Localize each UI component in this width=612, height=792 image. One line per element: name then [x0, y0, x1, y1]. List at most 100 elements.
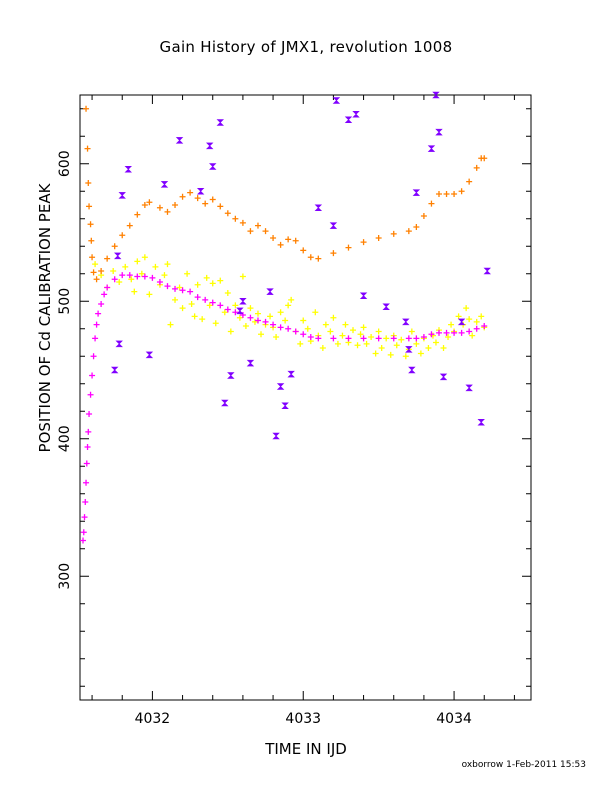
- data-point: [427, 145, 436, 152]
- data-point: [455, 313, 462, 320]
- data-point: [88, 237, 95, 244]
- data-point: [451, 191, 458, 197]
- data-point: [332, 97, 341, 104]
- data-point: [217, 277, 224, 284]
- data-point: [247, 305, 254, 312]
- data-point: [145, 351, 154, 359]
- data-point: [408, 328, 415, 335]
- data-point: [224, 306, 231, 313]
- data-point: [119, 232, 126, 239]
- data-point: [156, 204, 163, 211]
- data-point: [164, 261, 171, 268]
- data-point: [209, 196, 216, 203]
- data-point: [344, 116, 353, 124]
- data-point: [285, 302, 292, 309]
- data-point: [179, 305, 186, 312]
- data-point: [203, 274, 210, 281]
- data-point: [330, 335, 337, 342]
- data-point: [420, 213, 427, 219]
- data-point: [432, 91, 440, 99]
- data-point: [247, 228, 254, 235]
- data-point: [134, 211, 141, 218]
- data-point: [81, 514, 88, 521]
- data-point: [116, 279, 123, 285]
- data-point: [383, 335, 390, 342]
- data-point: [285, 236, 292, 243]
- data-point: [300, 317, 307, 324]
- data-point: [172, 202, 179, 208]
- data-point: [359, 292, 368, 300]
- data-point: [98, 301, 105, 307]
- data-point: [413, 335, 420, 342]
- data-point: [111, 243, 118, 250]
- data-point: [85, 428, 92, 435]
- data-point: [146, 291, 153, 298]
- data-point: [405, 335, 412, 342]
- data-point: [312, 309, 319, 316]
- data-point: [209, 299, 216, 306]
- data-point: [227, 372, 235, 379]
- data-point: [87, 221, 94, 228]
- data-point: [251, 318, 258, 325]
- data-point: [209, 163, 217, 170]
- data-point: [382, 303, 390, 311]
- data-point: [90, 353, 97, 360]
- data-point: [300, 331, 307, 338]
- data-point: [187, 189, 194, 196]
- data-point: [368, 334, 375, 340]
- data-point: [425, 345, 432, 351]
- data-point: [146, 199, 153, 206]
- x-tick-label: 4032: [135, 711, 171, 727]
- data-point: [342, 321, 349, 328]
- y-tick-label: 400: [57, 425, 73, 452]
- data-point: [277, 324, 284, 331]
- data-point: [82, 499, 89, 505]
- data-point: [307, 254, 314, 261]
- data-point: [390, 230, 397, 237]
- data-point: [202, 296, 209, 303]
- data-point: [176, 284, 183, 291]
- data-point: [110, 366, 119, 374]
- data-point: [199, 316, 206, 323]
- data-point: [134, 273, 141, 280]
- data-point: [483, 267, 491, 275]
- data-point: [288, 296, 295, 303]
- data-point: [89, 254, 96, 261]
- x-tick-label: 4034: [436, 711, 472, 727]
- data-point: [128, 276, 135, 283]
- data-point: [435, 191, 442, 197]
- data-point: [390, 335, 397, 342]
- data-point: [161, 272, 168, 279]
- data-point: [277, 309, 284, 316]
- data-point: [267, 313, 274, 320]
- data-point: [188, 301, 195, 307]
- data-point: [262, 318, 269, 325]
- data-point: [254, 222, 261, 229]
- data-point: [84, 145, 91, 152]
- data-point: [439, 373, 448, 381]
- data-point: [451, 329, 458, 336]
- data-point: [236, 314, 243, 321]
- data-point: [481, 155, 488, 162]
- data-point: [149, 274, 156, 281]
- data-point: [258, 331, 265, 338]
- data-point: [276, 383, 285, 390]
- data-point: [194, 281, 201, 288]
- y-tick-label: 500: [57, 288, 73, 315]
- data-point: [272, 432, 280, 440]
- data-point: [393, 342, 400, 349]
- data-point: [270, 235, 277, 241]
- data-point: [398, 336, 405, 343]
- data-point: [83, 460, 90, 467]
- data-point: [405, 228, 412, 235]
- data-point: [408, 366, 416, 374]
- data-point: [86, 411, 93, 417]
- data-point: [152, 263, 159, 270]
- data-point: [86, 203, 93, 210]
- data-point: [156, 279, 163, 285]
- data-point: [92, 261, 99, 268]
- data-point: [357, 331, 364, 338]
- data-point: [179, 193, 186, 200]
- data-point: [319, 345, 326, 351]
- data-point: [432, 339, 439, 346]
